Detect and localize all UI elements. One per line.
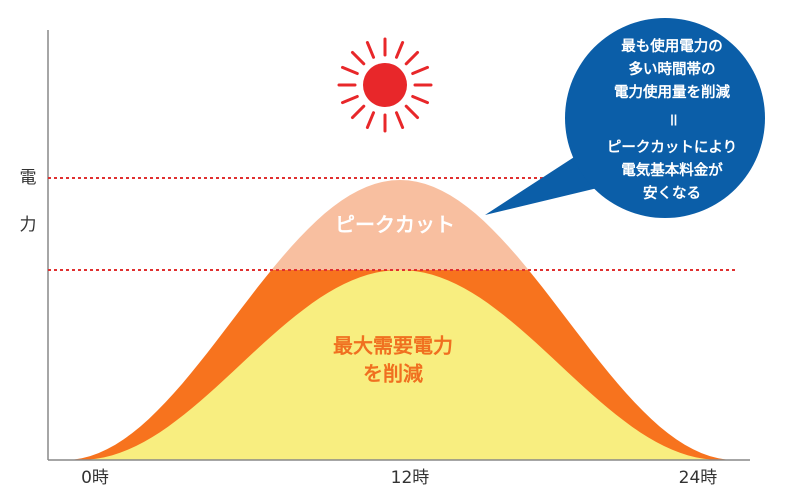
sun-core bbox=[363, 63, 407, 107]
sun-ray bbox=[350, 104, 366, 120]
y-label: 電 bbox=[20, 168, 37, 188]
sun bbox=[337, 37, 433, 133]
x-label: 12時 bbox=[391, 468, 430, 488]
sun-ray bbox=[341, 94, 359, 105]
bubble-text: 多い時間帯の bbox=[629, 60, 716, 78]
peak-cut-area bbox=[271, 180, 529, 270]
bubble-text: 最も使用電力の bbox=[621, 37, 723, 55]
bubble bbox=[565, 18, 765, 218]
sun-ray bbox=[411, 65, 429, 76]
sun-ray bbox=[404, 50, 420, 66]
bubble-text: 安くなる bbox=[643, 185, 701, 202]
sun-ray bbox=[394, 41, 405, 59]
sun-ray bbox=[404, 104, 420, 120]
curves bbox=[65, 180, 735, 460]
reduction-label: を削減 bbox=[363, 362, 423, 386]
bubble-equals: ＝ bbox=[664, 113, 680, 128]
bubble-text: ピークカットにより bbox=[607, 139, 737, 156]
sun-ray bbox=[411, 94, 429, 105]
sun-ray bbox=[365, 41, 376, 59]
sun-ray bbox=[350, 50, 366, 66]
peak-cut-label: ピークカット bbox=[335, 213, 455, 237]
x-label: 24時 bbox=[679, 468, 718, 488]
base-area bbox=[80, 270, 720, 460]
bubble-text: 電力使用量を削減 bbox=[614, 83, 730, 101]
y-label: 力 bbox=[20, 215, 37, 235]
sun-ray bbox=[341, 65, 359, 76]
sun-ray bbox=[394, 111, 405, 129]
x-label: 0時 bbox=[81, 468, 109, 488]
sun-ray bbox=[365, 111, 376, 129]
reduction-label: 最大需要電力 bbox=[333, 334, 453, 358]
bubble-text: 電気基本料金が bbox=[621, 161, 723, 179]
